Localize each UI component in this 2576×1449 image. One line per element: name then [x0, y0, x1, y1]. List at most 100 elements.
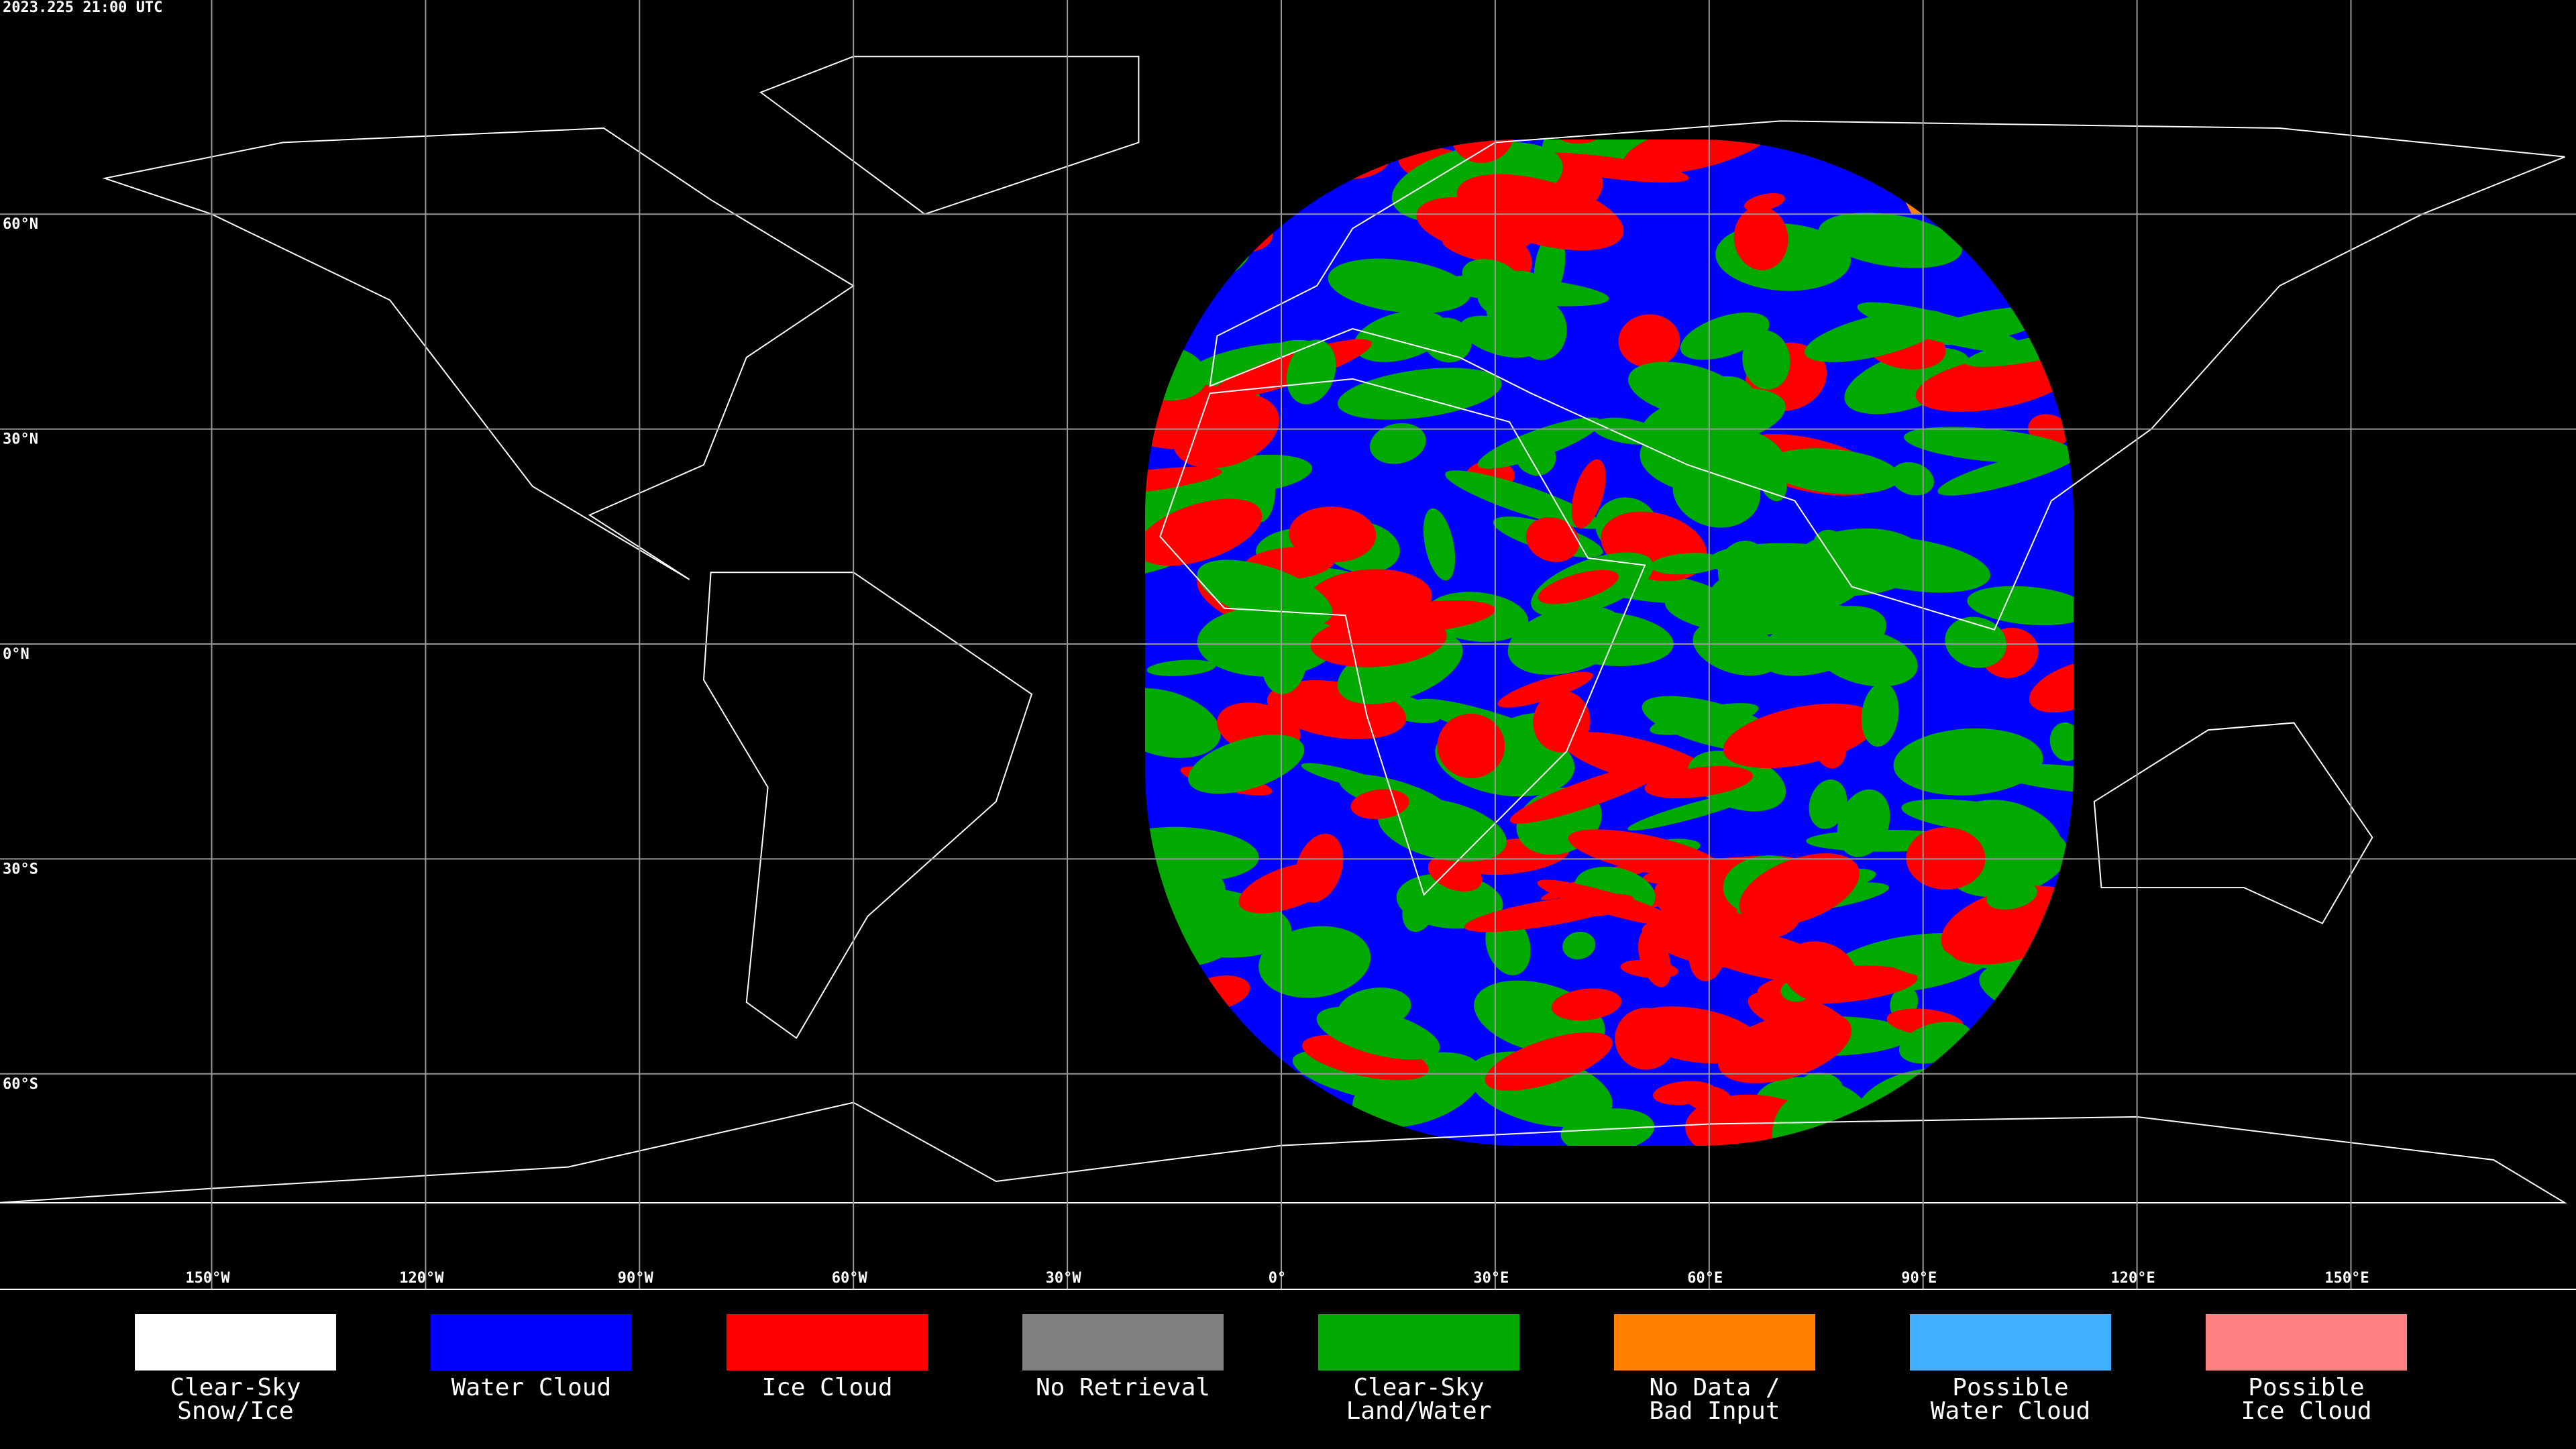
cloud-blob [1945, 616, 2007, 668]
cloud-blob [1967, 586, 2074, 626]
cloud-blob [1450, 140, 1514, 163]
longitude-label: 150°E [2324, 1270, 2369, 1287]
cloud-blob [1240, 609, 1297, 639]
cloud-blob [1353, 310, 1448, 362]
cloud-blob [1568, 829, 1724, 878]
coastline [102, 127, 855, 580]
cloud-blob [1538, 570, 1619, 604]
coastline [2093, 722, 2373, 924]
legend-label: Water Cloud [1931, 1397, 2090, 1425]
legend-label: Possible [1952, 1374, 2068, 1401]
cloud-blob [1191, 342, 1313, 378]
cloud-blob [1497, 148, 1557, 181]
coastline [759, 56, 1140, 215]
cloud-blob [1173, 393, 1279, 469]
cloud-blob [1289, 506, 1377, 563]
satellite-cloud-phase [1145, 140, 2074, 1146]
cloud-blob [1460, 315, 1540, 358]
cloud-blob [1644, 765, 1753, 798]
longitude-label: 30°W [1046, 1270, 1082, 1287]
cloud-blob [1579, 576, 1643, 602]
cloud-blob [1560, 1108, 1655, 1146]
legend-swatch [1022, 1314, 1224, 1371]
cloud-blob [1328, 258, 1471, 314]
graticule: 150°W 120°W 90°W 60°W 30°W 0° 30°E 60°E 90°E 120°… [0, 0, 2576, 1289]
legend-label: Possible [2248, 1374, 2364, 1401]
legend-label: Snow/Ice [177, 1397, 293, 1425]
cloud-blob [1642, 388, 1786, 450]
legend-swatch [1318, 1314, 1519, 1371]
cloud-blob [1509, 761, 1672, 824]
cloud-blob [1818, 212, 1962, 268]
legend-label: Land/Water [1346, 1397, 1492, 1425]
cloud-blob [1893, 728, 2043, 796]
cloud-blob [1286, 339, 1336, 405]
cloud-blob [1145, 688, 1221, 758]
cloud-blob [1350, 789, 1409, 820]
longitude-label: 30°E [1473, 1270, 1509, 1287]
cloud-blob [1428, 855, 1483, 892]
cloud-blob [1743, 193, 1785, 212]
cloud-blob [2029, 659, 2074, 713]
cloud-blob [1772, 1095, 1826, 1146]
cloud-blob [1416, 197, 1534, 253]
legend-label: Clear-Sky [1353, 1374, 1484, 1401]
cloud-blob [1485, 1032, 1613, 1091]
cloud-blob [1145, 498, 1263, 566]
cloud-blob [2049, 722, 2074, 761]
cloud-blob [1571, 459, 1606, 529]
cloud-blob [1562, 931, 1596, 960]
cloud-blob [1861, 682, 1899, 747]
coastline [1159, 378, 1646, 896]
latitude-label: 30°N [3, 431, 38, 448]
cloud-blob [1497, 672, 1593, 708]
longitude-label: 90°W [618, 1270, 654, 1287]
legend-label: Ice Cloud [2241, 1397, 2371, 1425]
cloud-blob [1831, 536, 1990, 593]
cloud-blob [1261, 625, 1308, 694]
cloud-blob [1653, 1081, 1716, 1106]
cloud-blob [1551, 988, 1622, 1021]
cloud-blob [1901, 799, 2051, 835]
cloud-blob [1759, 606, 1886, 676]
cloud-blob [1464, 894, 1634, 932]
cloud-blob [1238, 861, 1339, 914]
cloud-blob [1904, 427, 2074, 464]
cloud-blob [1316, 1006, 1440, 1060]
legend-swatch [431, 1314, 632, 1371]
cloud-blob [1402, 886, 1436, 932]
legend-label: No Data / [1649, 1374, 1780, 1401]
cloud-blob [1986, 881, 2037, 910]
longitude-label: 60°E [1687, 1270, 1723, 1287]
cloud-blob [1437, 713, 1505, 779]
cloud-blob [1915, 354, 2073, 412]
cloud-blob [1693, 621, 1781, 676]
cloud-blob [1742, 330, 1790, 390]
cloud-blob [1525, 517, 1580, 562]
cloud-blob [1302, 1034, 1429, 1081]
legend-label: Ice Cloud [761, 1374, 892, 1401]
longitude-label: 120°E [2110, 1270, 2155, 1287]
cloud-blob [1370, 423, 1426, 464]
cloud-blob [1766, 448, 1900, 494]
cloud-blob [1533, 690, 1591, 753]
cloud-blob [1623, 140, 1774, 174]
cloud-blob [1809, 779, 1847, 829]
cloud-blob [1352, 600, 1495, 635]
legend-label: Clear-Sky [170, 1374, 301, 1401]
longitude-label: 150°W [185, 1270, 230, 1287]
legend-swatch [1614, 1314, 1815, 1371]
cloud-blob [1338, 368, 1502, 420]
cloud-blob [1650, 553, 1725, 575]
legend-swatch [727, 1314, 928, 1371]
latitude-label: 30°S [3, 861, 38, 877]
cloud-blob [1507, 605, 1627, 675]
legend-label: Water Cloud [451, 1374, 611, 1401]
longitude-label: 0° [1269, 1270, 1287, 1287]
cloud-blob [1877, 939, 1959, 977]
cloud-blob [1197, 559, 1333, 627]
cloud-blob [1258, 926, 1371, 998]
legend-label: No Retrieval [1036, 1374, 1210, 1401]
legend-swatch [2206, 1314, 2407, 1371]
